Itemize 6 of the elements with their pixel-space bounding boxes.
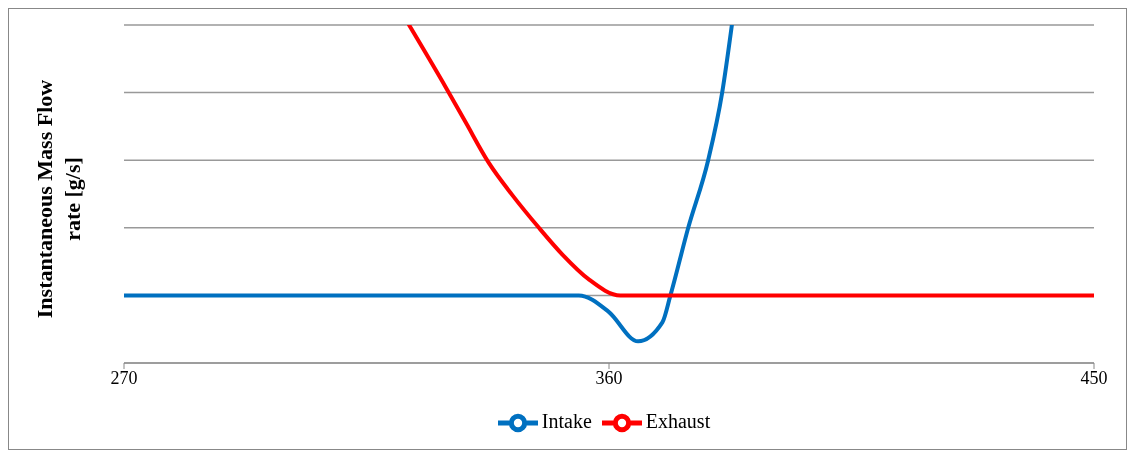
legend-label: Intake	[541, 409, 592, 432]
y-axis-title: Instantaneous Mass Flow rate [g/s]	[32, 79, 85, 319]
x-tick-label: 450	[1080, 367, 1108, 388]
x-tick-label: 270	[110, 367, 138, 388]
legend-label: Exhaust	[645, 409, 711, 432]
x-tick-label: 360	[595, 367, 623, 388]
